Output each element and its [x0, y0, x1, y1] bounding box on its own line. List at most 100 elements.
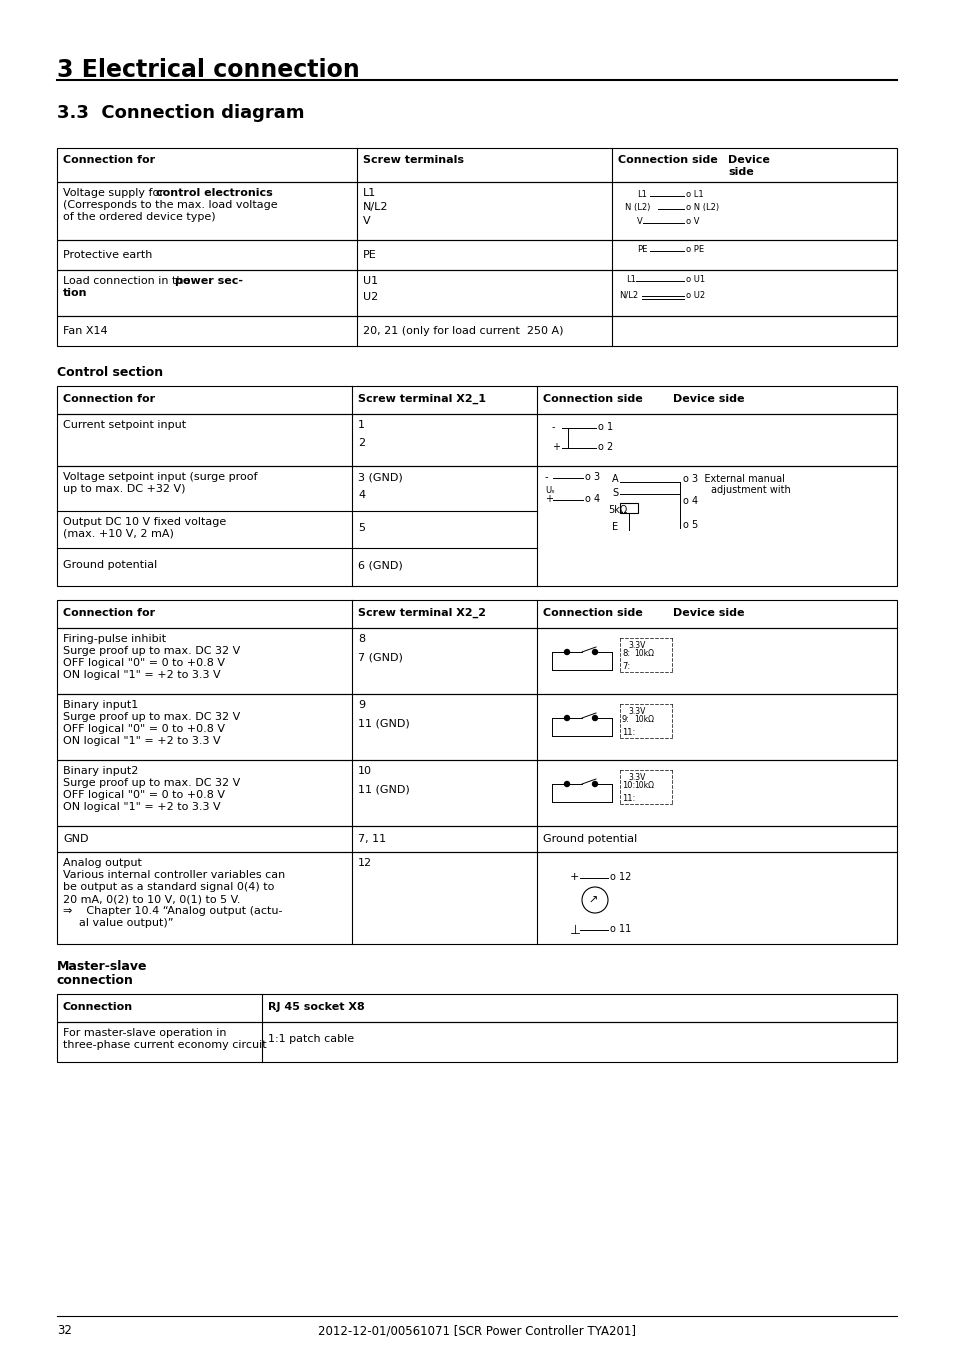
Text: N/L2: N/L2 — [618, 292, 638, 300]
Text: Surge proof up to max. DC 32 V: Surge proof up to max. DC 32 V — [63, 647, 240, 656]
Text: 12: 12 — [357, 859, 372, 868]
Text: Ground potential: Ground potential — [63, 560, 157, 570]
Text: V: V — [363, 216, 370, 225]
Text: PE: PE — [637, 244, 647, 254]
Bar — [57, 240, 896, 270]
Text: Load connection in the: Load connection in the — [63, 275, 193, 286]
Text: o V: o V — [685, 217, 699, 225]
Text: Analog output: Analog output — [63, 859, 142, 868]
Bar — [57, 994, 896, 1022]
Text: o 11: o 11 — [609, 923, 631, 934]
Text: Device side: Device side — [672, 608, 743, 618]
Text: Current setpoint input: Current setpoint input — [63, 420, 186, 431]
Text: 3 (GND): 3 (GND) — [357, 472, 402, 482]
Text: connection: connection — [57, 973, 133, 987]
Text: S: S — [612, 487, 618, 498]
Text: o 1: o 1 — [598, 423, 613, 432]
Text: PE: PE — [363, 250, 376, 261]
Text: 9:: 9: — [621, 716, 629, 724]
Bar — [57, 694, 896, 760]
Text: control electronics: control electronics — [156, 188, 273, 198]
Text: Master-slave: Master-slave — [57, 960, 148, 973]
Text: (max. +10 V, 2 mA): (max. +10 V, 2 mA) — [63, 529, 173, 539]
Text: 5: 5 — [357, 522, 365, 533]
Text: power sec-: power sec- — [174, 275, 243, 286]
Text: Connection: Connection — [63, 1002, 133, 1012]
Text: 11 (GND): 11 (GND) — [357, 784, 410, 794]
Text: E: E — [612, 522, 618, 532]
Text: 6 (GND): 6 (GND) — [357, 560, 402, 570]
Text: 3.3V: 3.3V — [627, 774, 644, 782]
Text: ON logical "1" = +2 to 3.3 V: ON logical "1" = +2 to 3.3 V — [63, 736, 220, 747]
Text: o 5: o 5 — [682, 520, 698, 531]
Bar — [57, 316, 896, 346]
Text: Connection for: Connection for — [63, 608, 155, 618]
Text: 10kΩ: 10kΩ — [634, 716, 654, 724]
Bar — [619, 504, 638, 513]
Text: 4: 4 — [357, 490, 365, 500]
Text: be output as a standard signal 0(4) to: be output as a standard signal 0(4) to — [63, 882, 274, 892]
Text: Binary input2: Binary input2 — [63, 765, 138, 776]
Text: 11:: 11: — [621, 794, 635, 803]
Text: +: + — [552, 441, 559, 452]
Text: +: + — [544, 494, 553, 504]
Text: up to max. DC +32 V): up to max. DC +32 V) — [63, 485, 185, 494]
Text: +: + — [569, 872, 578, 882]
Text: N (L2): N (L2) — [624, 202, 650, 212]
Text: 3.3V: 3.3V — [627, 707, 644, 716]
Text: Connection for: Connection for — [63, 155, 155, 165]
Text: Uₓ: Uₓ — [544, 486, 555, 495]
Text: U1: U1 — [363, 275, 377, 286]
Text: ⊥: ⊥ — [569, 923, 580, 937]
Text: L1: L1 — [637, 190, 646, 198]
Text: Fan X14: Fan X14 — [63, 325, 108, 336]
Text: ⇒    Chapter 10.4 “Analog output (actu-: ⇒ Chapter 10.4 “Analog output (actu- — [63, 906, 282, 917]
Bar — [57, 148, 896, 182]
Text: U2: U2 — [363, 292, 377, 302]
Text: L1: L1 — [625, 275, 636, 284]
Text: 10kΩ: 10kΩ — [634, 782, 654, 790]
Text: 3.3  Connection diagram: 3.3 Connection diagram — [57, 104, 304, 122]
Circle shape — [564, 649, 569, 655]
Text: tion: tion — [63, 288, 88, 298]
Text: Output DC 10 V fixed voltage: Output DC 10 V fixed voltage — [63, 517, 226, 526]
Bar — [57, 270, 896, 316]
Text: N/L2: N/L2 — [363, 202, 388, 212]
Circle shape — [564, 716, 569, 721]
Text: side: side — [727, 167, 753, 177]
Text: al value output)”: al value output)” — [79, 918, 173, 927]
Text: 8:: 8: — [621, 649, 630, 657]
Text: (Corresponds to the max. load voltage: (Corresponds to the max. load voltage — [63, 200, 277, 211]
Text: -: - — [544, 472, 548, 482]
Bar — [57, 466, 896, 586]
Text: o 3  External manual: o 3 External manual — [682, 474, 784, 485]
Text: 9: 9 — [357, 701, 365, 710]
Text: Connection side: Connection side — [542, 608, 642, 618]
Text: 1:1 patch cable: 1:1 patch cable — [268, 1034, 354, 1044]
Text: 32: 32 — [57, 1324, 71, 1336]
Bar — [57, 386, 896, 414]
Text: Connection side: Connection side — [542, 394, 642, 404]
Text: Connection side: Connection side — [618, 155, 717, 165]
Text: ↗: ↗ — [587, 896, 597, 906]
Text: OFF logical "0" = 0 to +0.8 V: OFF logical "0" = 0 to +0.8 V — [63, 724, 225, 734]
Text: ON logical "1" = +2 to 3.3 V: ON logical "1" = +2 to 3.3 V — [63, 670, 220, 680]
Text: For master-slave operation in: For master-slave operation in — [63, 1027, 226, 1038]
Text: Ground potential: Ground potential — [542, 834, 637, 844]
Bar — [57, 1022, 896, 1062]
Text: o 12: o 12 — [609, 872, 631, 882]
Text: 10: 10 — [357, 765, 372, 776]
Circle shape — [592, 649, 597, 655]
Text: Voltage supply for: Voltage supply for — [63, 188, 167, 198]
Text: OFF logical "0" = 0 to +0.8 V: OFF logical "0" = 0 to +0.8 V — [63, 657, 225, 668]
Text: Screw terminal X2_2: Screw terminal X2_2 — [357, 608, 485, 618]
Text: RJ 45 socket X8: RJ 45 socket X8 — [268, 1002, 364, 1012]
Text: OFF logical "0" = 0 to +0.8 V: OFF logical "0" = 0 to +0.8 V — [63, 790, 225, 801]
Text: o L1: o L1 — [685, 190, 703, 198]
Text: Firing-pulse inhibit: Firing-pulse inhibit — [63, 634, 166, 644]
Text: 11 (GND): 11 (GND) — [357, 718, 410, 728]
Text: 2012-12-01/00561071 [SCR Power Controller TYA201]: 2012-12-01/00561071 [SCR Power Controlle… — [317, 1324, 636, 1336]
Text: 8: 8 — [357, 634, 365, 644]
Text: Surge proof up to max. DC 32 V: Surge proof up to max. DC 32 V — [63, 778, 240, 788]
Bar — [57, 760, 896, 826]
